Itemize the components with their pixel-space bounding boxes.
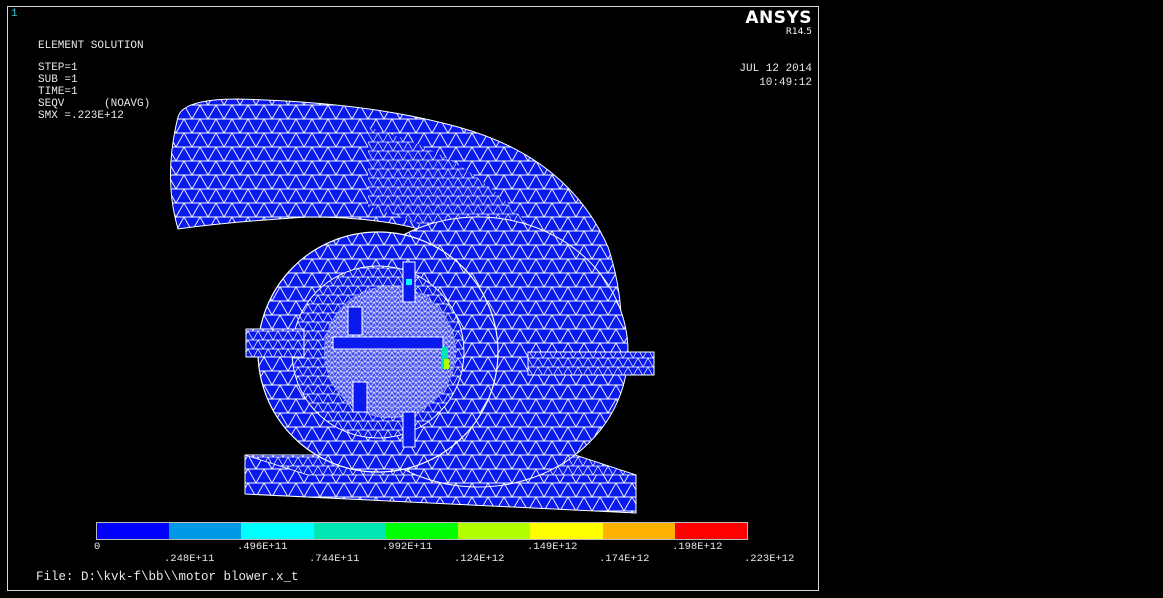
legend-swatch bbox=[458, 523, 531, 539]
result-item-label: SEQV (NOAVG) bbox=[38, 98, 151, 110]
legend-swatch bbox=[97, 523, 170, 539]
legend-label: .744E+11 bbox=[309, 553, 360, 565]
legend-label: .198E+12 bbox=[672, 541, 723, 553]
contour-legend bbox=[96, 522, 748, 540]
file-path-label: File: D:\kvk-f\bb\\motor blower.x_t bbox=[36, 570, 299, 584]
ansys-logo: ANSYS R14.5 bbox=[745, 9, 812, 37]
bore-mesh bbox=[324, 286, 456, 418]
left-flange bbox=[245, 328, 305, 358]
legend-label: .174E+12 bbox=[599, 553, 650, 565]
time-of-day-label: 10:49:12 bbox=[759, 77, 812, 89]
time-label: TIME=1 bbox=[38, 86, 78, 98]
legend-label: .149E+12 bbox=[527, 541, 578, 553]
legend-swatch bbox=[530, 523, 603, 539]
brand-name: ANSYS bbox=[745, 8, 812, 28]
legend-label: .248E+11 bbox=[164, 553, 215, 565]
legend-swatch bbox=[241, 523, 314, 539]
stress-hotspot bbox=[442, 347, 448, 369]
legend-label: .992E+11 bbox=[382, 541, 433, 553]
date-label: JUL 12 2014 bbox=[739, 63, 812, 75]
legend-label: 0 bbox=[94, 541, 101, 553]
legend-label: .223E+12 bbox=[744, 553, 795, 565]
legend-label: .496E+11 bbox=[237, 541, 288, 553]
legend-swatch bbox=[602, 523, 675, 539]
mesh-model[interactable] bbox=[8, 7, 819, 591]
substep-label: SUB =1 bbox=[38, 74, 78, 86]
step-label: STEP=1 bbox=[38, 62, 78, 74]
result-title: ELEMENT SOLUTION bbox=[38, 40, 144, 52]
legend-swatch bbox=[385, 523, 459, 539]
window-number: 1 bbox=[11, 8, 18, 20]
legend-swatch bbox=[169, 523, 242, 539]
brand-release: R14.5 bbox=[785, 27, 812, 37]
graphics-window[interactable]: 1 ELEMENT SOLUTION STEP=1 SUB =1 TIME=1 … bbox=[7, 6, 819, 591]
legend-swatch bbox=[313, 523, 386, 539]
legend-label: .124E+12 bbox=[454, 553, 505, 565]
legend-swatch bbox=[674, 523, 747, 539]
right-flange bbox=[527, 351, 655, 376]
smx-label: SMX =.223E+12 bbox=[38, 110, 124, 122]
